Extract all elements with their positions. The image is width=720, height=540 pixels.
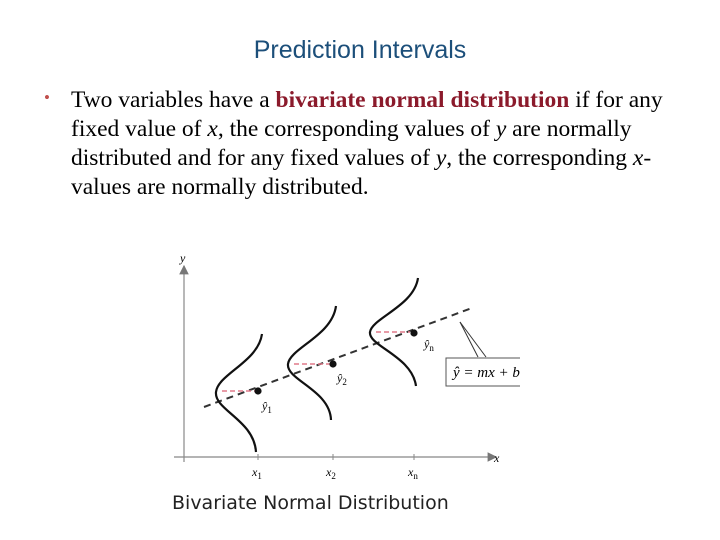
variable-x: x [632, 145, 644, 171]
yhat-label-1: ŷ1 [261, 399, 272, 415]
equation-text: ŷ = mx + b [451, 365, 520, 381]
yhat-label-n: ŷn [423, 337, 434, 353]
bivariate-normal-diagram: y x x1 x2 xn ŷ1 ŷ2 ŷn ŷ = mx + b [174, 251, 520, 481]
equation-box [445, 357, 520, 387]
tick-label-xn: xn [407, 465, 418, 481]
bullet-text-part: , the corresponding values of [217, 116, 496, 142]
figure-caption: Bivariate Normal Distribution [172, 492, 449, 514]
bullet-text: Two variables have a bivariate normal di… [71, 86, 676, 202]
x-axis-label: x [493, 451, 500, 465]
bullet-text-part: , the corresponding [446, 145, 633, 171]
normal-curve-2 [286, 305, 338, 421]
yhat-label-2: ŷ2 [336, 371, 347, 387]
regression-line [203, 307, 473, 408]
bullet-text-part: -values are normally distributed. [71, 145, 652, 200]
mean-point-n [410, 329, 418, 337]
highlight-term: bivariate normal distribution [275, 87, 570, 113]
normal-curve-n [368, 277, 420, 387]
bullet-text-part: are normally distributed and for any fix… [71, 116, 632, 171]
variable-y: y [495, 116, 507, 142]
normal-curve-1 [214, 333, 264, 453]
bullet-text-part: Two variables have a [71, 87, 276, 113]
tick-label-x1: x1 [251, 465, 262, 481]
tick-label-x2: x2 [325, 465, 336, 481]
mean-point-2 [329, 360, 337, 368]
variable-x: x [207, 116, 218, 142]
mean-point-1 [254, 387, 262, 395]
y-axis-label: y [179, 251, 186, 265]
variable-y: y [435, 145, 447, 171]
slide-title: Prediction Intervals [253, 36, 467, 64]
bullet-text-part: if for any fixed value of [71, 87, 663, 142]
equation-pointer [459, 321, 479, 358]
bullet-icon: • [44, 88, 50, 107]
equation-pointer [459, 321, 487, 358]
